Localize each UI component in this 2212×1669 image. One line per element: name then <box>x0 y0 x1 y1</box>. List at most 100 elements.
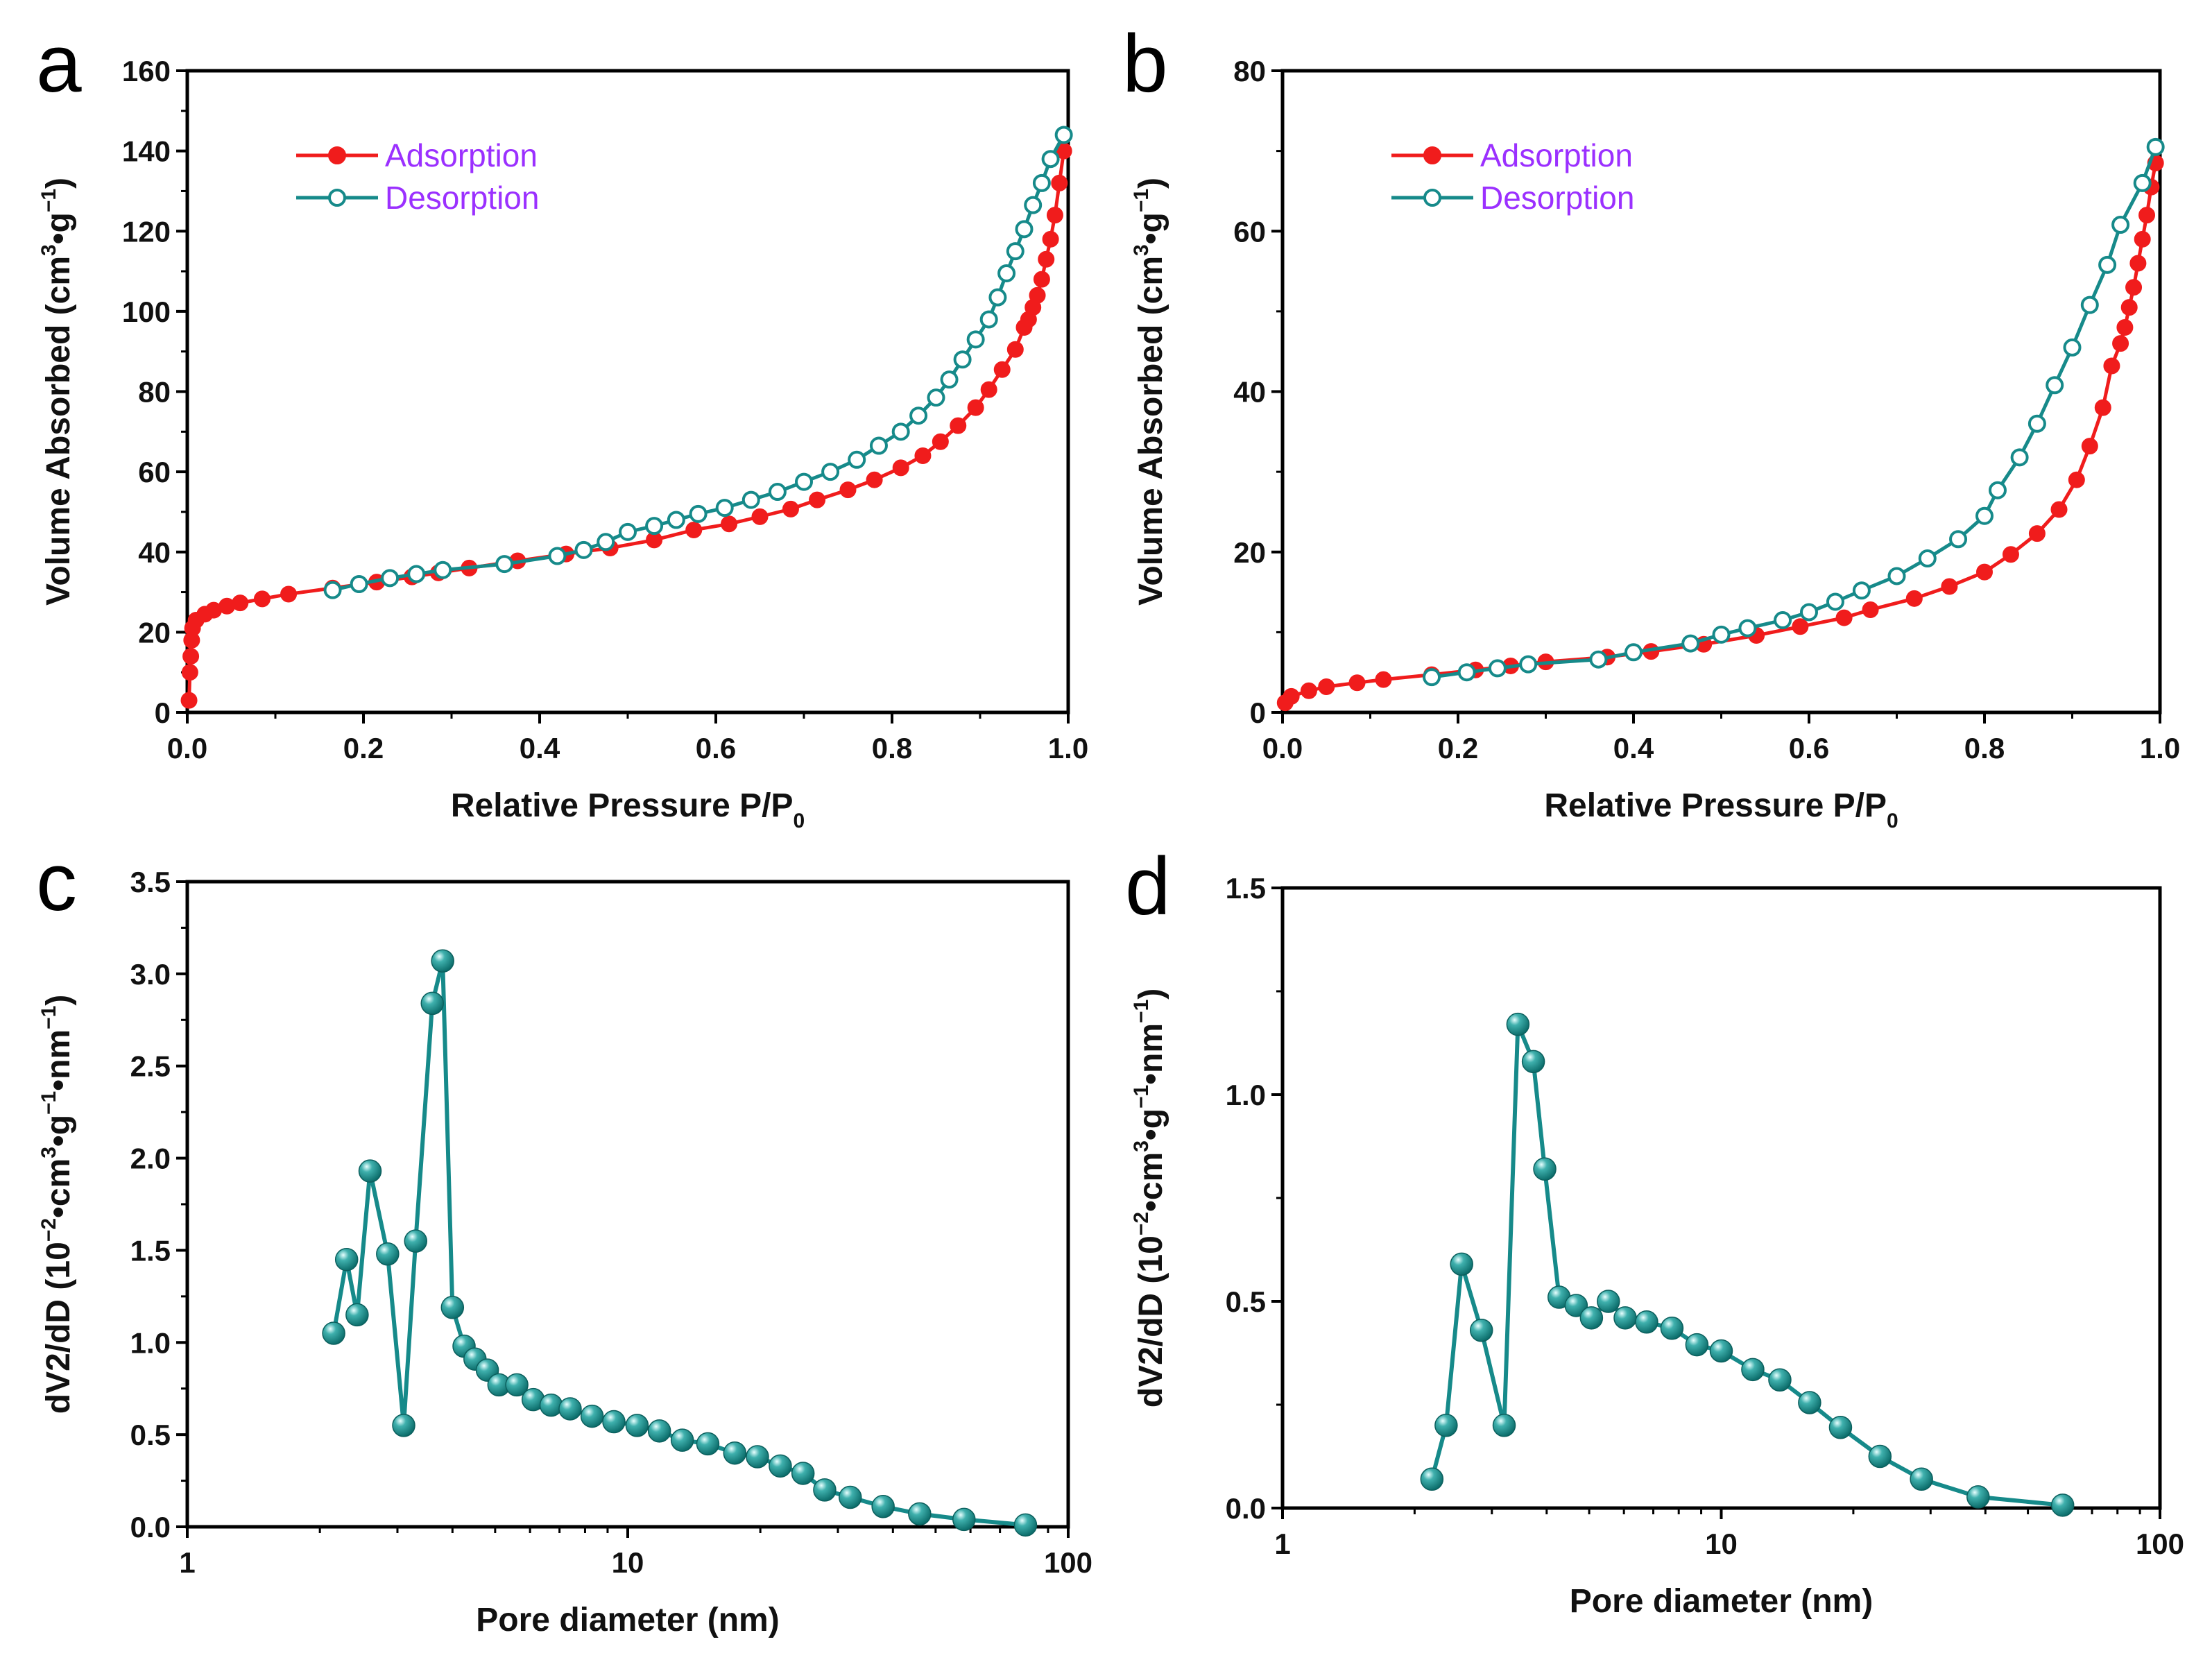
data-point <box>1976 563 1993 581</box>
data-point <box>721 515 738 533</box>
data-point <box>1660 1316 1684 1340</box>
data-point <box>602 1410 626 1434</box>
data-point <box>813 1478 837 1502</box>
data-point <box>404 1229 428 1253</box>
data-point <box>927 388 945 407</box>
data-point <box>839 481 857 499</box>
data-point <box>1318 678 1335 695</box>
data-point <box>1046 207 1063 224</box>
y-tick-label: 0.5 <box>1226 1285 1266 1318</box>
y-axis-title-text: •g <box>40 1115 77 1147</box>
y-axis-title-superscript: −1 <box>1130 189 1153 212</box>
x-tick-label: 0.4 <box>520 732 560 764</box>
data-point <box>1051 174 1068 191</box>
data-point <box>1768 1368 1792 1392</box>
x-tick-label: 0.4 <box>1613 732 1654 764</box>
y-tick-label: 160 <box>122 55 171 87</box>
data-point <box>2027 414 2046 433</box>
y-axis-title-text: ) <box>40 178 77 189</box>
data-point <box>953 350 972 369</box>
data-point <box>1579 1306 1604 1330</box>
data-point <box>180 692 198 709</box>
x-tick-label: 0.0 <box>167 732 207 764</box>
data-point <box>1348 674 1366 692</box>
series-pore-size-distribution <box>322 949 1038 1537</box>
data-point <box>1741 1358 1765 1382</box>
x-tick-label: 1 <box>1274 1527 1290 1560</box>
plot-frame <box>1280 886 2162 1510</box>
data-point <box>769 1454 792 1478</box>
plot-frame <box>1280 69 2162 714</box>
y-tick-label: 80 <box>1233 55 1266 87</box>
x-tick-label: 0.6 <box>696 732 736 764</box>
data-point <box>2146 137 2165 156</box>
data-point <box>2138 207 2156 224</box>
data-point <box>1042 230 1059 248</box>
data-point <box>1519 655 1538 674</box>
y-tick-label: 140 <box>122 135 171 168</box>
data-point <box>2050 1493 2075 1517</box>
y-axis-title-superscript: −1 <box>37 189 60 212</box>
data-point <box>1613 1306 1637 1330</box>
x-tick-label: 1.0 <box>1048 732 1088 764</box>
data-point <box>280 585 298 603</box>
legend-item-desorption: Desorption <box>1391 180 1634 216</box>
y-axis-title-text: •g <box>1133 212 1169 244</box>
data-point <box>723 1441 747 1465</box>
data-point <box>1800 603 1818 622</box>
x-axis-title-text: Relative Pressure P/P <box>451 787 794 824</box>
y-axis-title-superscript: 3 <box>1130 244 1153 256</box>
data-point <box>345 1303 369 1327</box>
y-axis-title-superscript: 3 <box>37 1147 60 1158</box>
series-line <box>1430 1023 2063 1507</box>
data-point <box>891 422 910 441</box>
data-point <box>1283 687 1300 705</box>
data-point <box>892 459 909 477</box>
data-point <box>1041 150 1060 169</box>
data-point <box>2133 173 2152 192</box>
data-point <box>1038 250 1055 268</box>
y-axis-title-text: •g <box>1133 1109 1169 1140</box>
y-axis-title-text: •g <box>40 212 77 244</box>
y-tick-label: 1.0 <box>130 1326 171 1359</box>
data-point <box>434 560 452 579</box>
data-point <box>232 594 249 612</box>
y-axis-title-superscript: −2 <box>1130 1212 1153 1235</box>
data-point <box>746 1445 769 1469</box>
data-point <box>1738 619 1757 637</box>
y-axis-title: dV2/dD (10−2•cm3•g−1•nm−1) <box>1130 988 1169 1408</box>
data-point <box>420 991 445 1016</box>
data-point <box>1712 625 1731 644</box>
data-point <box>2050 501 2068 518</box>
x-axis-title: Relative Pressure P/P0 <box>1544 787 1898 832</box>
y-axis-title-superscript: 3 <box>37 244 60 256</box>
data-point <box>392 1414 415 1437</box>
data-point <box>768 483 787 502</box>
data-point <box>574 540 593 559</box>
data-point <box>1423 668 1441 687</box>
legend-label: Adsorption <box>385 137 538 173</box>
y-axis-title-superscript: −1 <box>1130 1085 1153 1109</box>
data-point <box>358 1159 382 1183</box>
data-point <box>2125 279 2143 296</box>
data-point <box>1054 126 1073 144</box>
y-axis-title-text: ) <box>1133 988 1169 1000</box>
y-tick-label: 100 <box>122 296 171 328</box>
data-point <box>741 490 760 509</box>
series-line <box>1283 162 2158 704</box>
legend-marker <box>1423 189 1441 207</box>
data-point <box>909 406 928 425</box>
y-axis-title-text: •nm <box>1133 1023 1169 1085</box>
y-axis-title: Volume Absorbed (cm3•g−1) <box>37 178 77 606</box>
data-point <box>2120 299 2138 316</box>
legend-item-adsorption: Adsorption <box>1391 137 1633 173</box>
data-point <box>866 471 883 488</box>
data-point <box>645 517 664 536</box>
data-point <box>1910 1467 1933 1491</box>
data-point <box>1868 1444 1892 1469</box>
data-point <box>505 1373 529 1397</box>
data-point <box>647 1419 671 1443</box>
data-point <box>1597 1290 1620 1313</box>
x-tick-label: 0.8 <box>1964 732 2005 764</box>
y-axis-title-text: ) <box>1133 178 1169 189</box>
